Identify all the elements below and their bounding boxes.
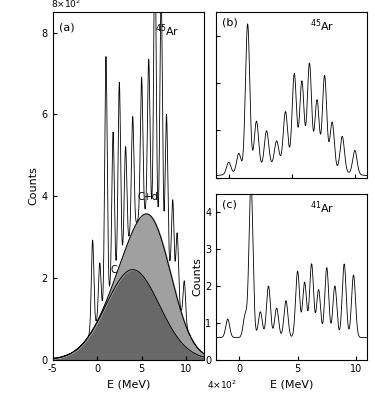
X-axis label: E (MeV): E (MeV) bbox=[106, 380, 150, 390]
Text: $4{\times}10^2$: $4{\times}10^2$ bbox=[207, 379, 237, 391]
Text: (c): (c) bbox=[222, 199, 237, 209]
Text: (a): (a) bbox=[58, 23, 74, 33]
Y-axis label: Counts: Counts bbox=[28, 166, 39, 205]
Text: $^{45}$Ar: $^{45}$Ar bbox=[310, 17, 334, 34]
Text: $^{41}$Ar: $^{41}$Ar bbox=[310, 199, 334, 216]
Text: $8{\times}10^2$: $8{\times}10^2$ bbox=[51, 0, 81, 11]
Text: $^{45}$Ar: $^{45}$Ar bbox=[156, 23, 180, 39]
Text: C+d: C+d bbox=[137, 192, 158, 202]
X-axis label: E (MeV): E (MeV) bbox=[270, 380, 314, 390]
Text: C: C bbox=[110, 265, 117, 275]
Text: (b): (b) bbox=[222, 17, 238, 27]
Y-axis label: Counts: Counts bbox=[192, 257, 202, 296]
